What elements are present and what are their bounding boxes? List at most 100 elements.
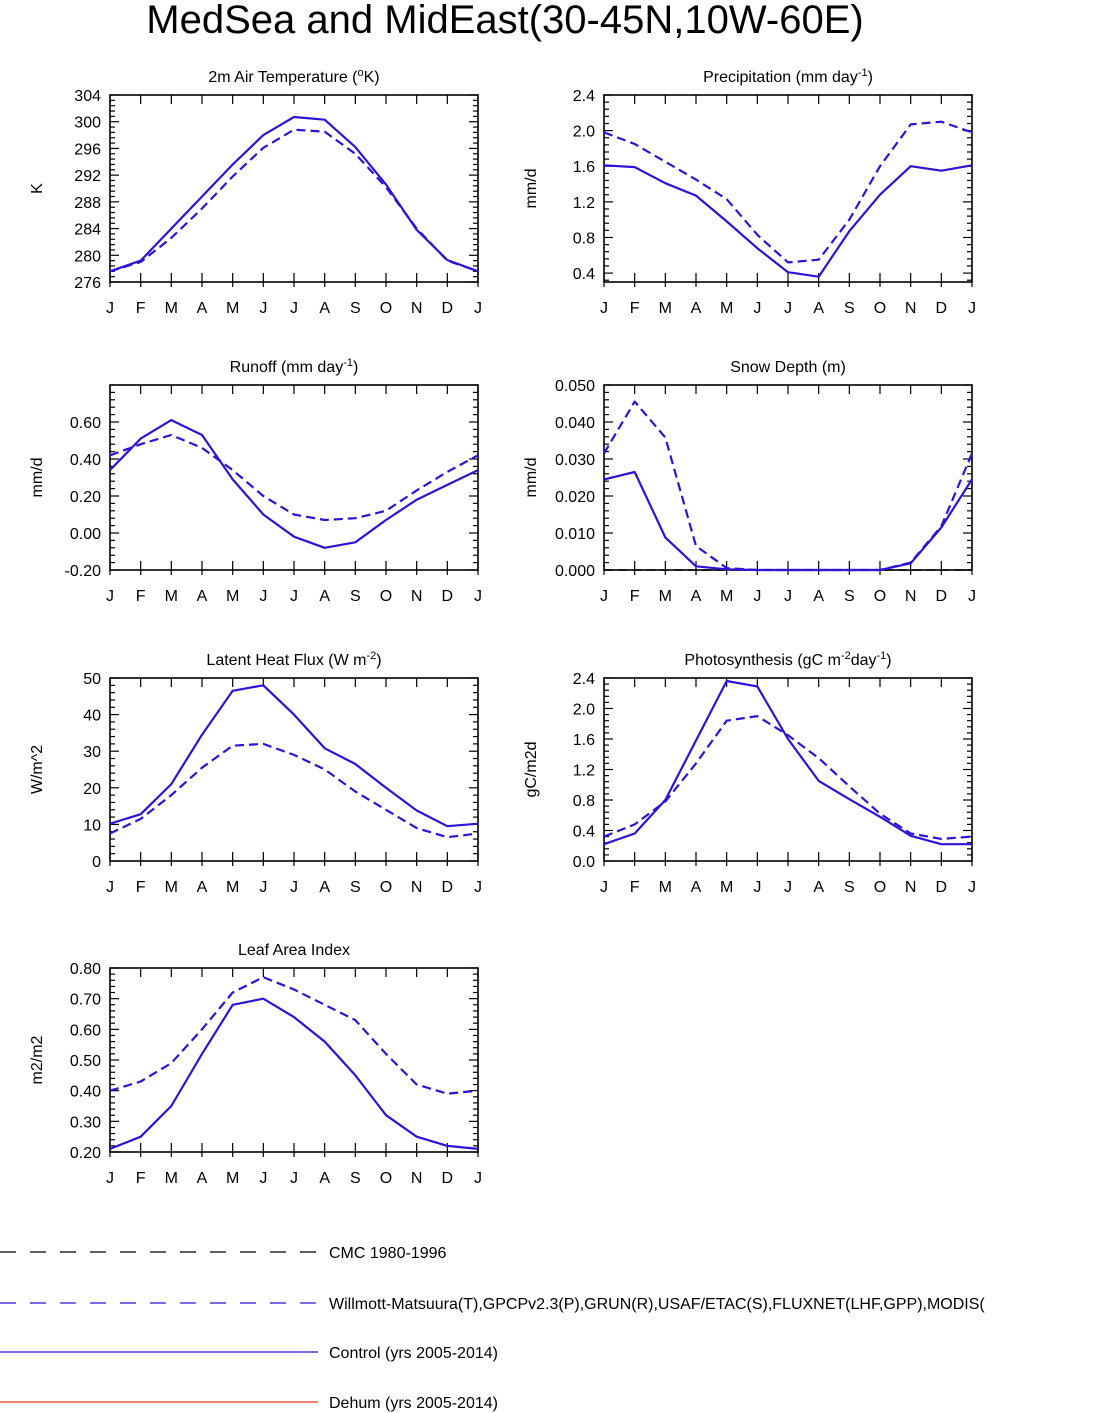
x-tick-label: M <box>720 300 733 317</box>
y-tick-label: 0.20 <box>70 1145 101 1162</box>
x-tick-label: J <box>474 588 482 605</box>
y-tick-label: 0.50 <box>70 1053 101 1070</box>
x-tick-label: J <box>106 300 114 317</box>
x-tick-label: M <box>720 879 733 896</box>
x-tick-label: J <box>784 879 792 896</box>
series-line-obs <box>603 714 973 841</box>
x-tick-label: J <box>753 300 761 317</box>
y-tick-label: 0.60 <box>70 1022 101 1039</box>
x-tick-label: N <box>905 879 917 896</box>
y-tick-label: 0.0 <box>573 854 595 871</box>
series-line-obs <box>109 433 479 522</box>
x-tick-label: J <box>600 300 608 317</box>
x-tick-label: M <box>165 300 178 317</box>
x-tick-label: D <box>936 300 948 317</box>
x-tick-label: D <box>936 588 948 605</box>
y-tick-label: 276 <box>74 275 101 292</box>
x-tick-label: D <box>442 1170 454 1187</box>
y-tick-label: 2.0 <box>573 702 595 719</box>
x-tick-label: J <box>753 588 761 605</box>
y-tick-label: 2.4 <box>573 671 595 688</box>
x-tick-label: F <box>630 879 640 896</box>
figure-title: MedSea and MidEast(30-45N,10W-60E) <box>146 0 864 42</box>
y-tick-label: 0.4 <box>573 266 595 283</box>
y-tick-label: 288 <box>74 195 101 212</box>
x-tick-label: F <box>136 300 146 317</box>
y-axis-label: gC/m2d <box>523 741 540 797</box>
x-tick-label: A <box>813 300 824 317</box>
y-tick-label: 2.4 <box>573 88 595 105</box>
series-line-control <box>109 684 479 828</box>
x-tick-label: F <box>136 588 146 605</box>
x-tick-label: M <box>226 1170 239 1187</box>
x-tick-label: M <box>226 588 239 605</box>
y-tick-label: 0.4 <box>573 824 595 841</box>
panel-frame <box>603 384 973 571</box>
y-tick-label: 280 <box>74 248 101 265</box>
panel-title: Precipitation (mm day-1) <box>703 67 873 86</box>
x-tick-label: N <box>905 300 917 317</box>
y-tick-label: 0.020 <box>555 489 595 506</box>
legend-label: Willmott-Matsuura(T),GPCPv2.3(P),GRUN(R)… <box>329 1296 985 1313</box>
y-tick-label: 50 <box>83 671 101 688</box>
x-tick-label: J <box>106 588 114 605</box>
y-tick-label: 300 <box>74 115 101 132</box>
y-tick-label: 0.70 <box>70 992 101 1009</box>
panel-frame <box>109 384 479 571</box>
x-tick-label: A <box>319 1170 330 1187</box>
y-tick-label: 10 <box>83 817 101 834</box>
x-tick-label: S <box>350 300 361 317</box>
y-tick-label: 1.6 <box>573 732 595 749</box>
panel-frame <box>109 677 479 862</box>
x-tick-label: J <box>474 300 482 317</box>
y-tick-label: 0.050 <box>555 378 595 395</box>
x-tick-label: F <box>630 588 640 605</box>
y-tick-label: 0.8 <box>573 793 595 810</box>
x-tick-label: D <box>442 879 454 896</box>
series-line-obs <box>109 976 479 1095</box>
series-line-obs <box>603 120 973 264</box>
series-line-obs <box>109 128 479 273</box>
y-tick-label: 1.6 <box>573 159 595 176</box>
y-tick-label: 0.040 <box>555 415 595 432</box>
x-tick-label: O <box>380 1170 392 1187</box>
x-tick-label: O <box>874 300 886 317</box>
panel-title: Photosynthesis (gC m-2day-1) <box>684 650 891 669</box>
x-tick-label: N <box>411 1170 423 1187</box>
x-tick-label: J <box>600 588 608 605</box>
x-tick-label: J <box>290 879 298 896</box>
y-tick-label: 296 <box>74 141 101 158</box>
x-tick-label: M <box>720 588 733 605</box>
y-axis-label: m2/m2 <box>29 1035 46 1084</box>
y-tick-label: 0.00 <box>70 526 101 543</box>
legend-label: CMC 1980-1996 <box>329 1245 447 1262</box>
x-tick-label: J <box>259 879 267 896</box>
x-tick-label: J <box>106 1170 114 1187</box>
x-tick-label: M <box>659 300 672 317</box>
x-tick-label: O <box>380 588 392 605</box>
y-tick-label: 284 <box>74 222 101 239</box>
x-tick-label: M <box>165 879 178 896</box>
x-tick-label: J <box>259 300 267 317</box>
y-tick-label: 0.030 <box>555 452 595 469</box>
x-tick-label: J <box>784 300 792 317</box>
panel-frame <box>603 677 973 862</box>
x-tick-label: S <box>350 588 361 605</box>
x-tick-label: A <box>197 300 208 317</box>
y-tick-label: 292 <box>74 168 101 185</box>
panel-frame <box>109 94 479 283</box>
y-tick-label: 1.2 <box>573 763 595 780</box>
y-axis-label: mm/d <box>523 458 540 498</box>
panel-title: Latent Heat Flux (W m-2) <box>206 650 381 669</box>
panel-title: 2m Air Temperature (oK) <box>208 67 379 86</box>
y-tick-label: 304 <box>74 88 101 105</box>
y-tick-label: 30 <box>83 744 101 761</box>
series-line-control <box>109 115 479 273</box>
legend-label: Dehum (yrs 2005-2014) <box>329 1395 498 1412</box>
panel-title: Snow Depth (m) <box>730 359 846 376</box>
x-tick-label: A <box>197 1170 208 1187</box>
x-tick-label: F <box>136 879 146 896</box>
x-tick-label: A <box>691 879 702 896</box>
y-tick-label: 0.30 <box>70 1114 101 1131</box>
y-tick-label: -0.20 <box>65 563 102 580</box>
